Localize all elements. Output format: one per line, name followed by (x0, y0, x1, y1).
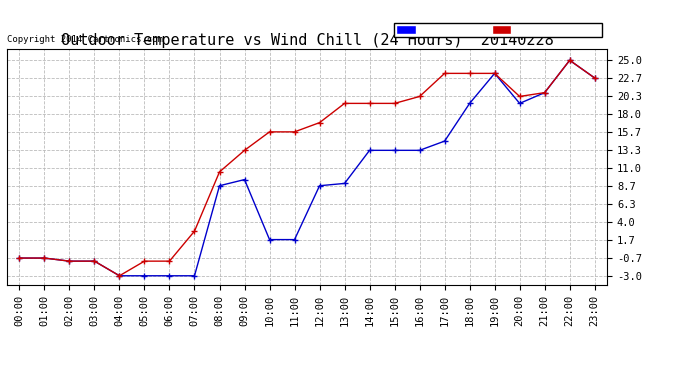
Text: Copyright 2014 Cartronics.com: Copyright 2014 Cartronics.com (7, 34, 163, 44)
Legend: Wind Chill  (°F), Temperature  (°F): Wind Chill (°F), Temperature (°F) (395, 23, 602, 37)
Title: Outdoor Temperature vs Wind Chill (24 Hours)  20140228: Outdoor Temperature vs Wind Chill (24 Ho… (61, 33, 553, 48)
